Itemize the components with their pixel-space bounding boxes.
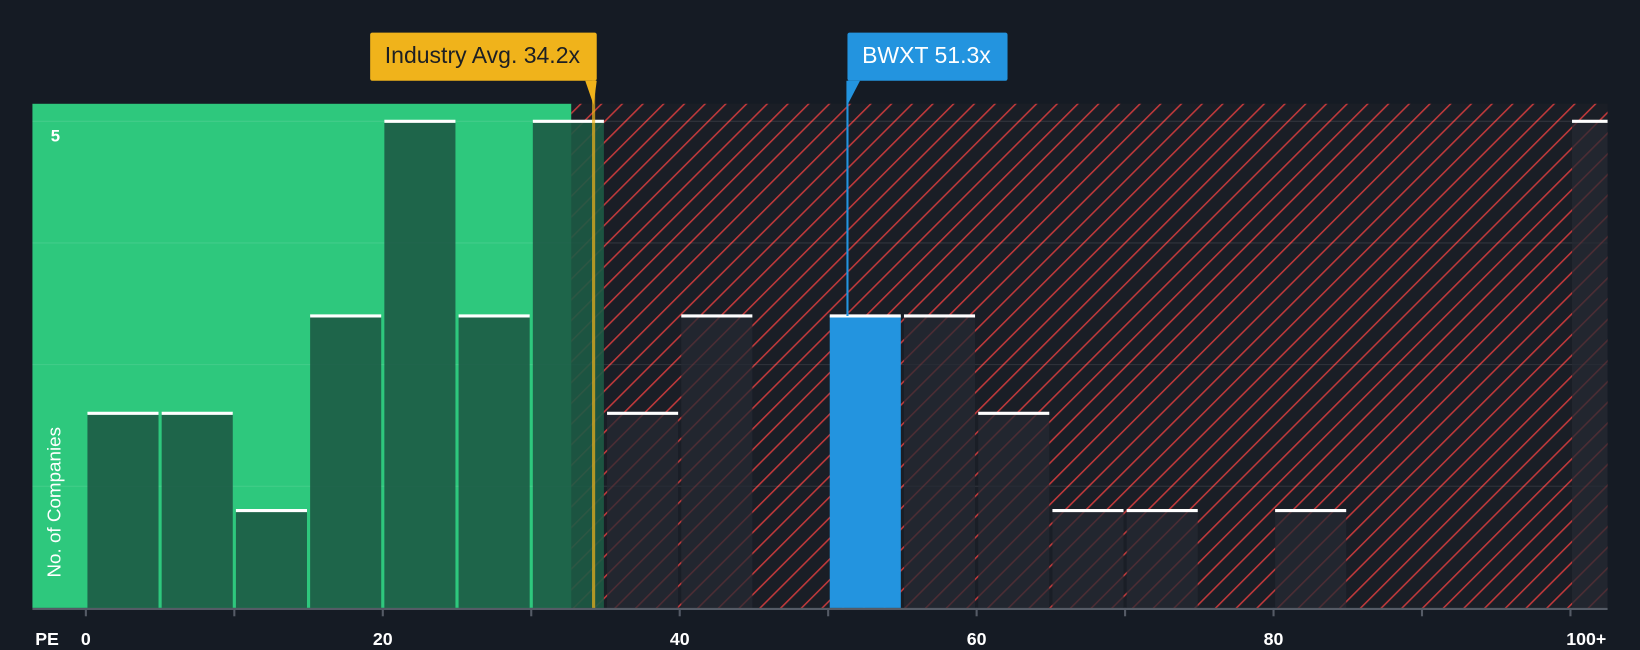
bar	[161, 413, 233, 608]
bar	[384, 121, 456, 608]
bar	[1126, 510, 1198, 608]
y-tick-label: 5	[51, 126, 60, 145]
annotation-label: BWXT 51.3x	[862, 42, 991, 68]
bar	[903, 315, 976, 608]
annotation-box	[847, 32, 1008, 81]
bar	[681, 315, 753, 608]
x-tick-label: 100+	[1566, 629, 1606, 649]
bar	[829, 315, 901, 608]
y-axis-label: No. of Companies	[43, 427, 64, 578]
bar	[978, 413, 1050, 608]
x-tick-label: 80	[1264, 629, 1284, 649]
x-tick-label: 20	[373, 629, 393, 649]
x-axis-label: PE	[35, 629, 59, 649]
annotation-box	[370, 32, 597, 81]
x-tick-label: 60	[967, 629, 987, 649]
annotation: Industry Avg. 34.2x	[370, 32, 597, 608]
annotation-pointer	[585, 80, 597, 105]
x-tick-label: 0	[81, 629, 91, 649]
bar	[1275, 510, 1347, 608]
annotation-label: Industry Avg. 34.2x	[385, 42, 581, 68]
bar	[1052, 510, 1124, 608]
x-tick-label: 40	[670, 629, 690, 649]
annotation-pointer	[847, 80, 861, 105]
bar	[310, 315, 382, 608]
bar	[87, 413, 159, 608]
bar	[458, 315, 530, 608]
annotation: BWXT 51.3x	[846, 32, 1008, 316]
bar	[235, 510, 307, 608]
bar	[607, 413, 679, 608]
bar	[1572, 121, 1608, 608]
